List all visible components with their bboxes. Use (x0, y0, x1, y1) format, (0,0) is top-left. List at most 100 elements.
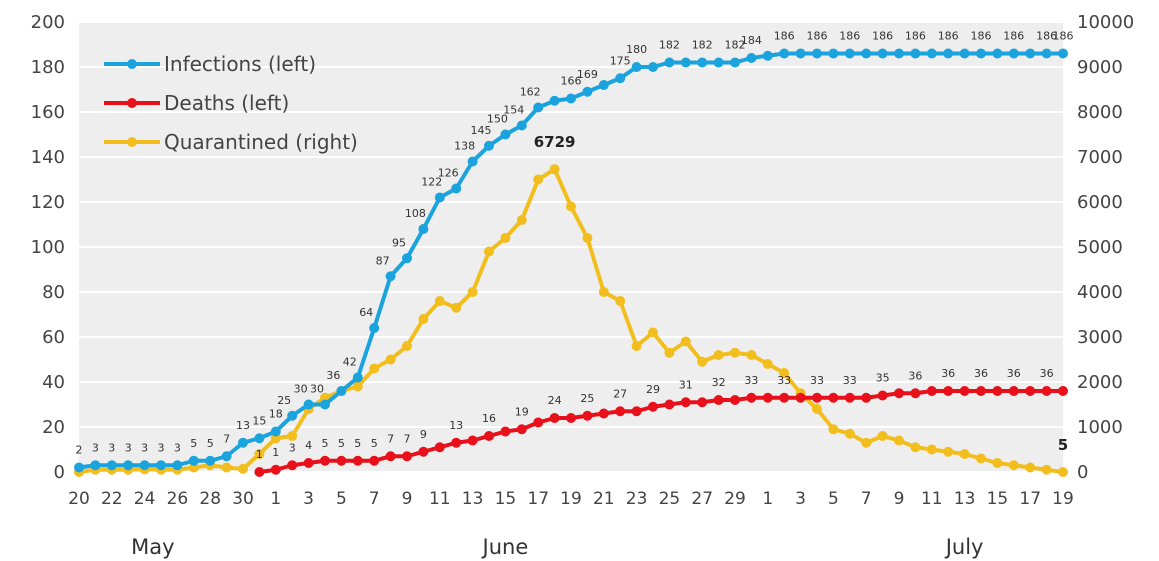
data-point (943, 446, 954, 457)
data-point (303, 458, 314, 468)
data-point (385, 451, 396, 462)
data-point (221, 462, 232, 473)
data-point (270, 464, 281, 475)
x-tick-label: 3 (795, 489, 806, 509)
data-point (1058, 386, 1068, 396)
data-point (762, 392, 773, 403)
data-point (484, 140, 494, 151)
right-y-tick-label: 6000 (1077, 192, 1123, 213)
data-point (549, 413, 560, 423)
data-point (648, 327, 658, 338)
right-y-axis: 0 1000 2000 3000 4000 5000 6000 7000 8000 9000 100… (1077, 12, 1134, 483)
data-point (1025, 386, 1036, 396)
deaths-data-label: 4 (305, 439, 312, 452)
data-point (926, 48, 937, 59)
data-point (434, 442, 445, 453)
data-point (516, 215, 527, 225)
data-point (549, 164, 560, 175)
data-point (877, 48, 888, 59)
data-point (910, 442, 921, 453)
x-tick-label: 27 (691, 489, 713, 509)
data-point (1025, 462, 1036, 473)
deaths-data-label: 32 (712, 376, 726, 389)
series-infections (74, 48, 1068, 473)
data-point (205, 455, 216, 466)
data-point (615, 296, 626, 306)
left-y-tick-label: 200 (31, 12, 65, 33)
x-tick-label: 17 (1019, 489, 1041, 509)
data-point (385, 271, 396, 282)
data-point (828, 392, 839, 403)
series-layer (74, 48, 1068, 477)
data-point (352, 455, 363, 466)
data-point (451, 302, 462, 313)
data-point (106, 460, 117, 471)
infections-data-label: 2 (76, 444, 83, 457)
deaths-data-label: 7 (404, 432, 411, 445)
x-tick-label: 1 (762, 489, 773, 509)
data-point (894, 388, 904, 399)
data-point (844, 428, 855, 439)
data-point (467, 156, 478, 167)
deaths-data-label: 19 (515, 405, 529, 418)
infections-data-label: 186 (971, 30, 992, 43)
data-point (713, 395, 724, 405)
data-point (582, 233, 593, 243)
x-tick-label: 9 (402, 489, 413, 509)
data-point (877, 390, 888, 401)
data-point (533, 174, 544, 185)
deaths-data-label: 31 (679, 378, 693, 391)
deaths-data-label: 35 (876, 372, 890, 385)
data-point (730, 395, 740, 405)
infections-data-label: 150 (487, 113, 508, 126)
data-point (1025, 48, 1036, 59)
deaths-data-label: 33 (810, 374, 824, 387)
right-y-tick-label: 4000 (1077, 282, 1123, 303)
x-tick-label: 13 (954, 489, 976, 509)
data-point (434, 192, 445, 203)
data-point (238, 463, 248, 474)
infections-data-label: 3 (92, 441, 99, 454)
infections-data-label: 5 (190, 437, 197, 450)
deaths-data-label: 36 (974, 367, 988, 380)
left-y-tick-label: 160 (31, 102, 65, 123)
infections-data-label: 145 (471, 124, 492, 137)
data-point (713, 57, 724, 68)
data-point (254, 467, 265, 477)
data-point (238, 437, 248, 448)
infections-data-label: 42 (343, 356, 357, 369)
right-y-tick-label: 10000 (1077, 12, 1134, 33)
data-point (516, 424, 527, 435)
infections-data-label: 186 (1003, 30, 1024, 43)
data-point (402, 341, 412, 351)
data-point (746, 350, 757, 360)
data-point (1041, 48, 1052, 59)
data-point (287, 431, 298, 441)
data-point (992, 458, 1003, 468)
data-point (418, 314, 429, 324)
deaths-data-label: 1 (272, 446, 279, 459)
data-point (484, 246, 494, 257)
data-point (516, 120, 527, 131)
data-point (385, 354, 396, 365)
x-tick-label: 25 (659, 489, 681, 509)
infections-data-label: 182 (692, 39, 713, 52)
data-point (976, 386, 986, 396)
left-y-tick-label: 20 (42, 417, 65, 438)
data-point (680, 397, 691, 408)
data-point (270, 426, 281, 437)
x-tick-label: 15 (987, 489, 1009, 509)
data-point (467, 435, 478, 446)
legend-label: Infections (left) (164, 52, 316, 76)
data-point (287, 410, 298, 421)
x-tick-label: 28 (199, 489, 221, 509)
infections-data-label: 13 (236, 419, 250, 432)
x-tick-label: 7 (369, 489, 380, 509)
infections-data-label: 175 (610, 54, 631, 67)
infections-data-label: 87 (376, 254, 390, 267)
right-y-tick-label: 7000 (1077, 147, 1123, 168)
data-point (812, 48, 822, 59)
infections-data-label: 162 (520, 86, 541, 99)
data-point (1058, 48, 1068, 59)
